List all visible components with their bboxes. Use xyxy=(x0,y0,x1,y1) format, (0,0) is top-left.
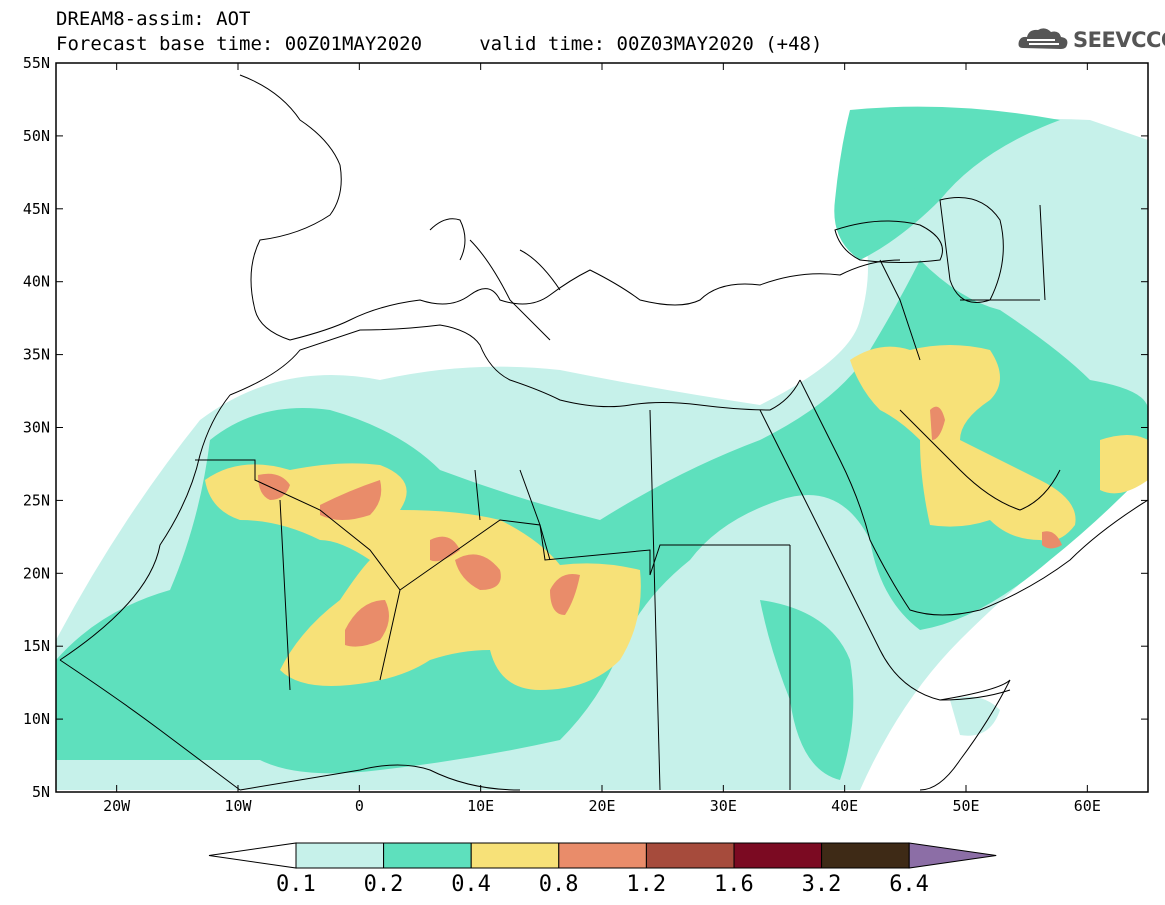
lon-tick-label: 10E xyxy=(467,797,494,815)
lat-tick-label: 5N xyxy=(32,783,50,801)
coastlines xyxy=(59,74,1148,791)
axis-labels: 20W 10W 0 10E 20E 30E 40E 50E 60E 55N 50N 45N 40N 35N… xyxy=(23,54,1101,815)
colorbar-label: 0.4 xyxy=(451,872,491,897)
colorbar-swatch xyxy=(558,842,647,869)
colorbar-high-arrow xyxy=(908,842,997,869)
chart-title: DREAM8-assim: AOT xyxy=(56,8,251,30)
lon-tick-label: 0 xyxy=(355,797,364,815)
lon-tick-label: 50E xyxy=(952,797,979,815)
colorbar-label: 1.2 xyxy=(626,872,667,897)
colorbar-swatch xyxy=(733,842,823,869)
colorbar-swatch xyxy=(470,842,560,869)
colorbar-label: 0.1 xyxy=(276,872,316,897)
aot-field xyxy=(56,106,1148,790)
lat-tick-label: 15N xyxy=(23,637,50,655)
aot-band-0.8 xyxy=(258,406,1062,647)
lat-tick-label: 55N xyxy=(23,54,50,72)
lon-tick-label: 20W xyxy=(103,797,131,815)
colorbar-swatch xyxy=(383,842,472,869)
lon-tick-label: 40E xyxy=(831,797,858,815)
colorbar-swatch xyxy=(295,842,385,869)
axis-ticks xyxy=(56,62,1148,793)
lon-tick-label: 60E xyxy=(1074,797,1101,815)
lat-tick-label: 25N xyxy=(23,491,50,509)
colorbar-swatch xyxy=(645,842,735,869)
lat-tick-label: 10N xyxy=(23,710,50,728)
lon-tick-label: 30E xyxy=(710,797,737,815)
lon-tick-label: 20E xyxy=(588,797,615,815)
lon-tick-label: 10W xyxy=(224,797,252,815)
colorbar-label: 6.4 xyxy=(889,872,929,897)
forecast-time-line: Forecast base time: 00Z01MAY2020 valid t… xyxy=(56,33,823,55)
lat-tick-label: 20N xyxy=(23,564,50,582)
colorbar-label: 0.2 xyxy=(363,872,404,897)
aot-band-0.4 xyxy=(205,345,1148,690)
colorbar-low-arrow xyxy=(208,842,297,869)
colorbar xyxy=(208,842,997,869)
colorbar-label: 0.8 xyxy=(538,872,579,897)
seevccc-logo: SEEVCCC xyxy=(1017,24,1165,56)
lat-tick-label: 45N xyxy=(23,200,50,218)
colorbar-swatch xyxy=(821,842,910,869)
cloud-icon xyxy=(1018,28,1068,49)
lat-tick-label: 40N xyxy=(23,273,50,291)
lat-tick-label: 35N xyxy=(23,346,50,364)
logo-text: SEEVCCC xyxy=(1073,28,1165,52)
lat-tick-label: 30N xyxy=(23,419,50,437)
lat-tick-label: 50N xyxy=(23,127,50,145)
colorbar-label: 3.2 xyxy=(801,872,842,897)
colorbar-label: 1.6 xyxy=(714,872,754,897)
